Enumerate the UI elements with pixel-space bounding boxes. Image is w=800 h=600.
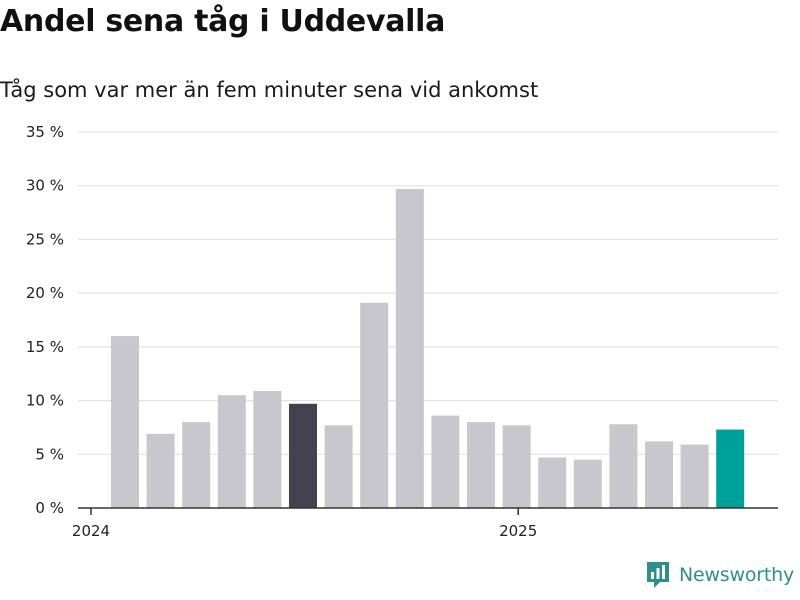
y-tick-label: 15 % [26, 338, 64, 356]
gridlines [78, 131, 778, 455]
bar-chart: 0 % 5 % 10 % 15 % 20 % 25 % 30 % 35 % 2024 2025 [26, 123, 778, 540]
chart-title: Andel sena tåg i Uddevalla [0, 4, 446, 39]
x-tick-label: 2025 [499, 522, 537, 540]
bar [360, 302, 389, 508]
y-tick-label: 5 % [35, 445, 64, 463]
bar [502, 425, 531, 508]
bar [573, 459, 602, 508]
bar [324, 425, 353, 508]
newsworthy-logo-icon [646, 562, 669, 588]
bar [217, 395, 246, 508]
y-tick-label: 35 % [26, 123, 64, 141]
bar [716, 429, 745, 508]
axes: 0 % 5 % 10 % 15 % 20 % 25 % 30 % 35 % 2024 2025 [26, 123, 778, 540]
y-tick-label: 30 % [26, 177, 64, 195]
y-tick-label: 0 % [35, 499, 64, 517]
bar [538, 457, 567, 508]
bars [111, 188, 745, 509]
y-tick-label: 25 % [26, 230, 64, 248]
bar [182, 422, 211, 508]
bar [431, 415, 460, 508]
bar [609, 424, 638, 508]
bar [146, 433, 175, 508]
chart-subtitle: Tåg som var mer än fem minuter sena vid … [0, 78, 539, 102]
brand-name: Newsworthy [678, 564, 794, 586]
bar [467, 422, 495, 508]
bar [645, 441, 673, 508]
bar [111, 336, 139, 508]
bar [395, 188, 424, 509]
brand-logo: Newsworthy [645, 560, 794, 590]
x-tick-label: 2024 [72, 522, 110, 540]
y-tick-label: 10 % [26, 392, 64, 410]
bar [289, 403, 317, 508]
y-tick-label: 20 % [26, 284, 64, 302]
bar [680, 444, 709, 508]
bar [253, 390, 282, 508]
